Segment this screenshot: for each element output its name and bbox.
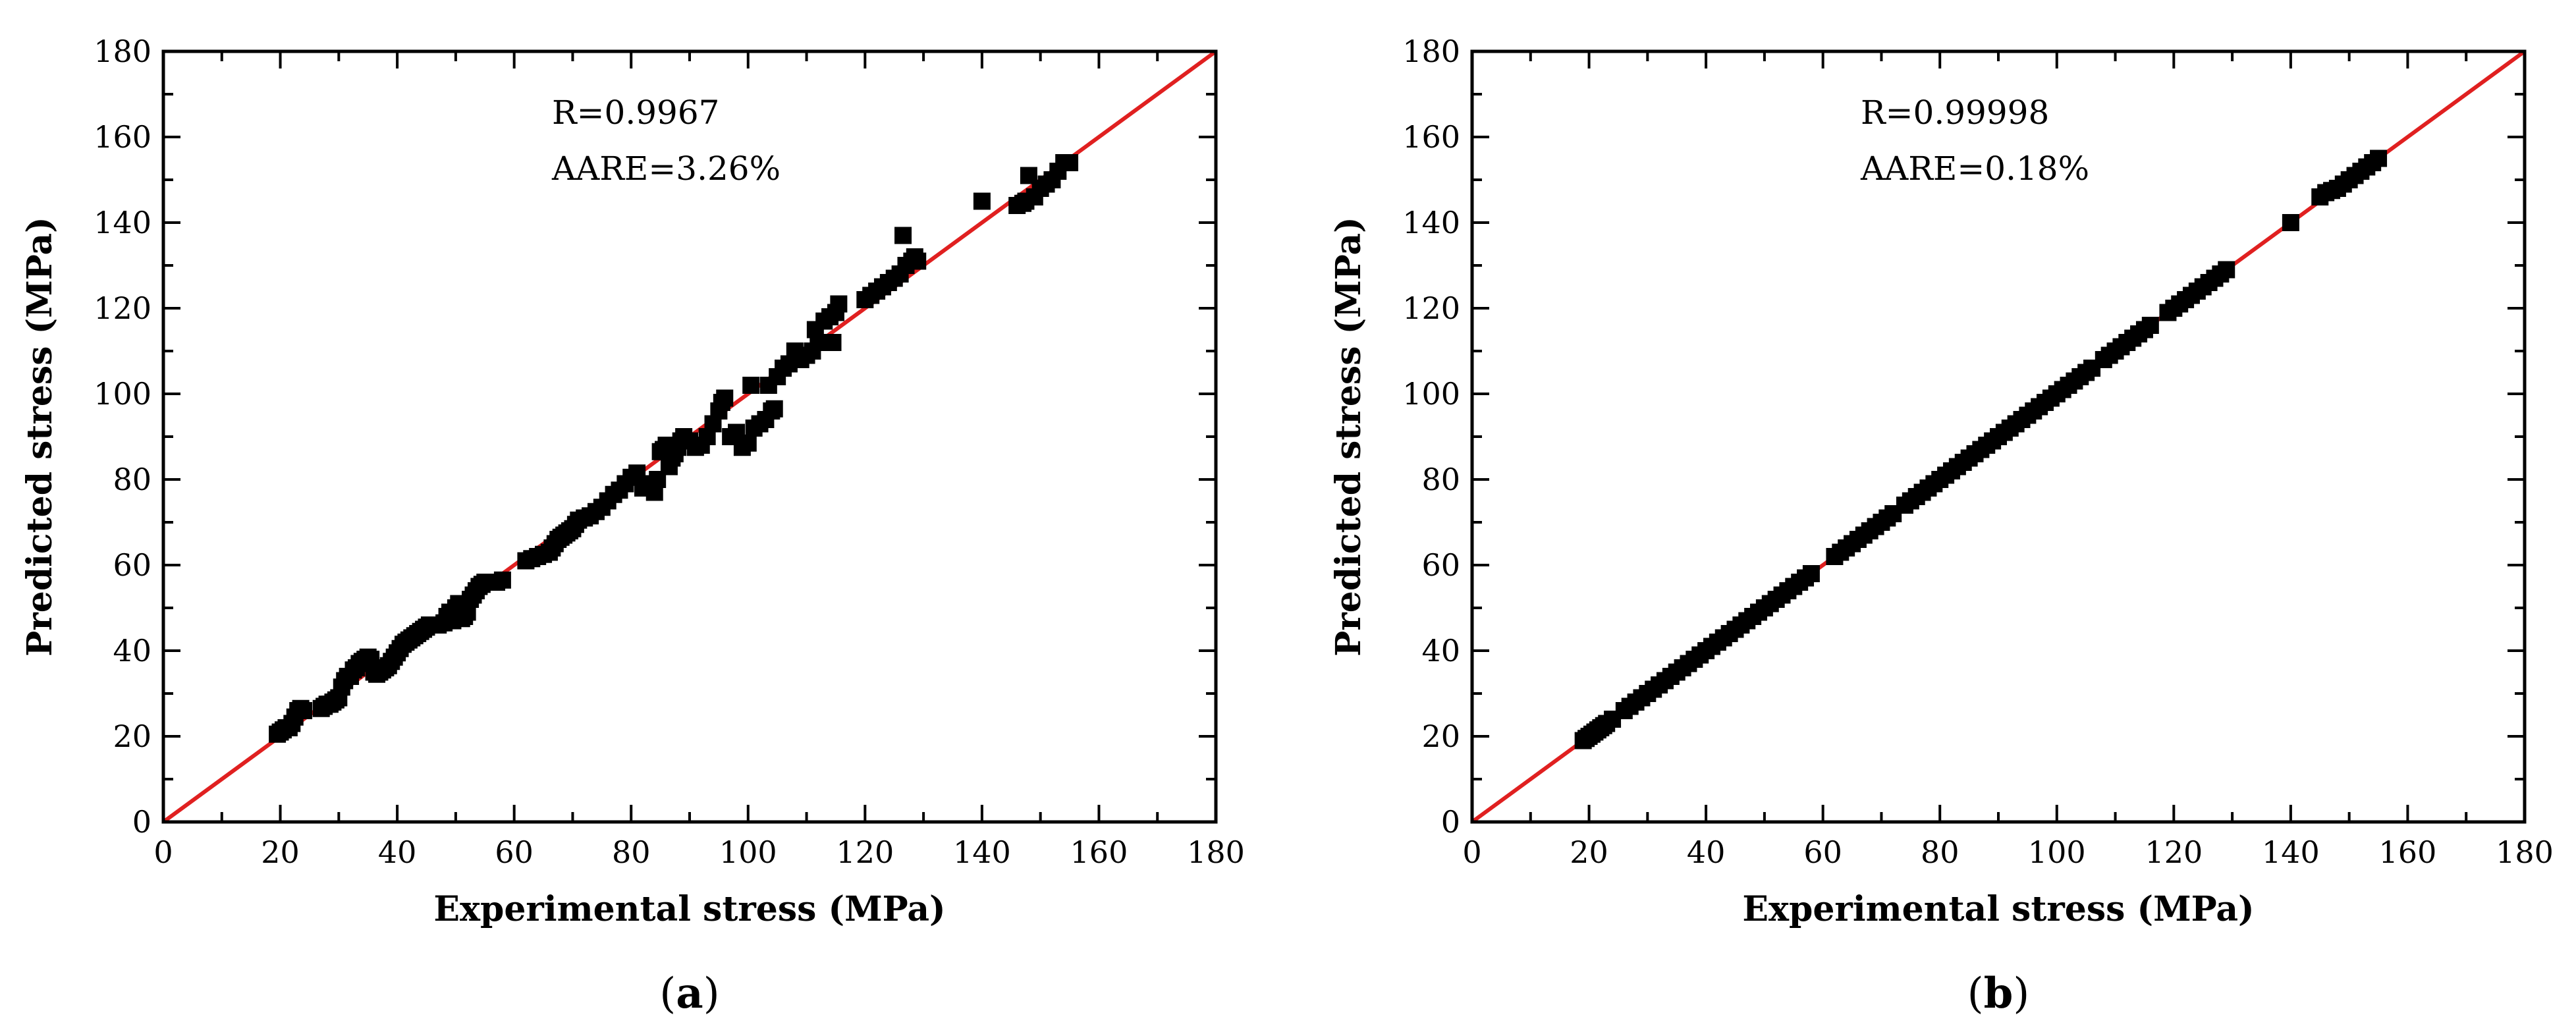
- data-point: [493, 571, 511, 589]
- y-tick-label: 80: [1421, 462, 1460, 497]
- y-tick-label: 140: [1402, 205, 1460, 240]
- x-tick-label: 120: [836, 834, 894, 870]
- data-point: [909, 252, 927, 270]
- annotation-r-value: R=0.9967: [552, 94, 720, 132]
- data-point: [830, 295, 848, 313]
- x-tick-label: 120: [2145, 834, 2203, 870]
- data-point: [716, 389, 734, 407]
- panel-a: 0 20 40 60 80 100 120 140 160 180 0 20 40 60 80 100 120…: [20, 34, 1245, 1018]
- y-tick-label: 180: [94, 34, 151, 69]
- plot-frame: [161, 49, 1218, 824]
- data-point: [2141, 317, 2159, 334]
- y-tick-label: 40: [1421, 633, 1460, 668]
- y-tick-label: 100: [1402, 376, 1460, 412]
- x-tick-label: 20: [1570, 834, 1608, 870]
- x-tick-label: 60: [495, 834, 534, 870]
- data-point: [742, 377, 760, 394]
- x-tick-label: 0: [1462, 834, 1481, 870]
- y-tick-labels: 0 20 40 60 80 100 120 140 160 180: [94, 34, 151, 840]
- x-tick-label: 100: [2028, 834, 2086, 870]
- y-tick-label: 120: [1402, 290, 1460, 326]
- y-tick-label: 20: [1421, 719, 1460, 754]
- y-tick-label: 80: [113, 462, 151, 497]
- x-tick-label: 60: [1803, 834, 1842, 870]
- y-tick-label: 100: [94, 376, 151, 412]
- data-point: [894, 227, 912, 244]
- panel-b: 0 20 40 60 80 100 120 140 160 180 0 20 40 60 80 100 120…: [1329, 34, 2554, 1018]
- data-point: [2282, 214, 2299, 231]
- data-points: [1574, 150, 2388, 749]
- annotation-aare-value: AARE=3.26%: [551, 150, 781, 188]
- data-point: [1802, 565, 1820, 582]
- data-point: [2218, 261, 2235, 279]
- x-tick-labels: 0 20 40 60 80 100 120 140 160 180: [1462, 834, 2554, 870]
- data-point: [739, 434, 757, 452]
- panel-label-letter: b: [1984, 969, 2014, 1018]
- y-tick-labels: 0 20 40 60 80 100 120 140 160 180: [1402, 34, 1460, 840]
- x-tick-label: 140: [2262, 834, 2320, 870]
- x-tick-label: 0: [153, 834, 173, 870]
- data-point: [295, 702, 313, 719]
- y-tick-label: 20: [113, 719, 151, 754]
- y-tick-label: 120: [94, 290, 151, 326]
- annotation-r-value: R=0.99998: [1861, 94, 2049, 132]
- x-tick-label: 160: [2379, 834, 2437, 870]
- y-tick-label: 0: [132, 804, 151, 840]
- data-point: [973, 192, 991, 210]
- x-tick-label: 100: [719, 834, 777, 870]
- y-tick-label: 0: [1441, 804, 1460, 840]
- x-axis-title: Experimental stress (MPa): [433, 889, 945, 929]
- annotation-aare-value: AARE=0.18%: [1860, 150, 2089, 188]
- data-points: [269, 154, 1079, 743]
- y-axis-title: Predicted stress (MPa): [1329, 217, 1369, 657]
- y-tick-label: 160: [94, 119, 151, 155]
- data-point: [824, 334, 842, 351]
- x-tick-label: 40: [1687, 834, 1726, 870]
- data-point: [1061, 154, 1079, 171]
- panel-label: (a): [659, 969, 719, 1018]
- x-tick-label: 80: [1921, 834, 1959, 870]
- y-tick-label: 140: [94, 205, 151, 240]
- y-tick-label: 180: [1402, 34, 1460, 69]
- panel-label: (b): [1967, 969, 2030, 1018]
- data-point: [765, 400, 783, 418]
- x-tick-label: 180: [1187, 834, 1245, 870]
- x-tick-label: 80: [612, 834, 651, 870]
- y-tick-label: 40: [113, 633, 151, 668]
- panel-label-letter: a: [676, 969, 703, 1018]
- y-tick-label: 60: [1421, 547, 1460, 583]
- y-tick-label: 160: [1402, 119, 1460, 155]
- y-axis-title: Predicted stress (MPa): [20, 217, 60, 657]
- x-tick-label: 160: [1070, 834, 1128, 870]
- y-tick-label: 60: [113, 547, 151, 583]
- data-point: [2370, 150, 2388, 167]
- x-tick-label: 40: [378, 834, 417, 870]
- x-tick-labels: 0 20 40 60 80 100 120 140 160 180: [153, 834, 1245, 870]
- x-tick-label: 180: [2496, 834, 2554, 870]
- plot-frame: [1470, 49, 2527, 824]
- x-tick-label: 140: [953, 834, 1011, 870]
- data-point: [809, 334, 827, 351]
- x-tick-label: 20: [261, 834, 300, 870]
- x-axis-title: Experimental stress (MPa): [1742, 889, 2254, 929]
